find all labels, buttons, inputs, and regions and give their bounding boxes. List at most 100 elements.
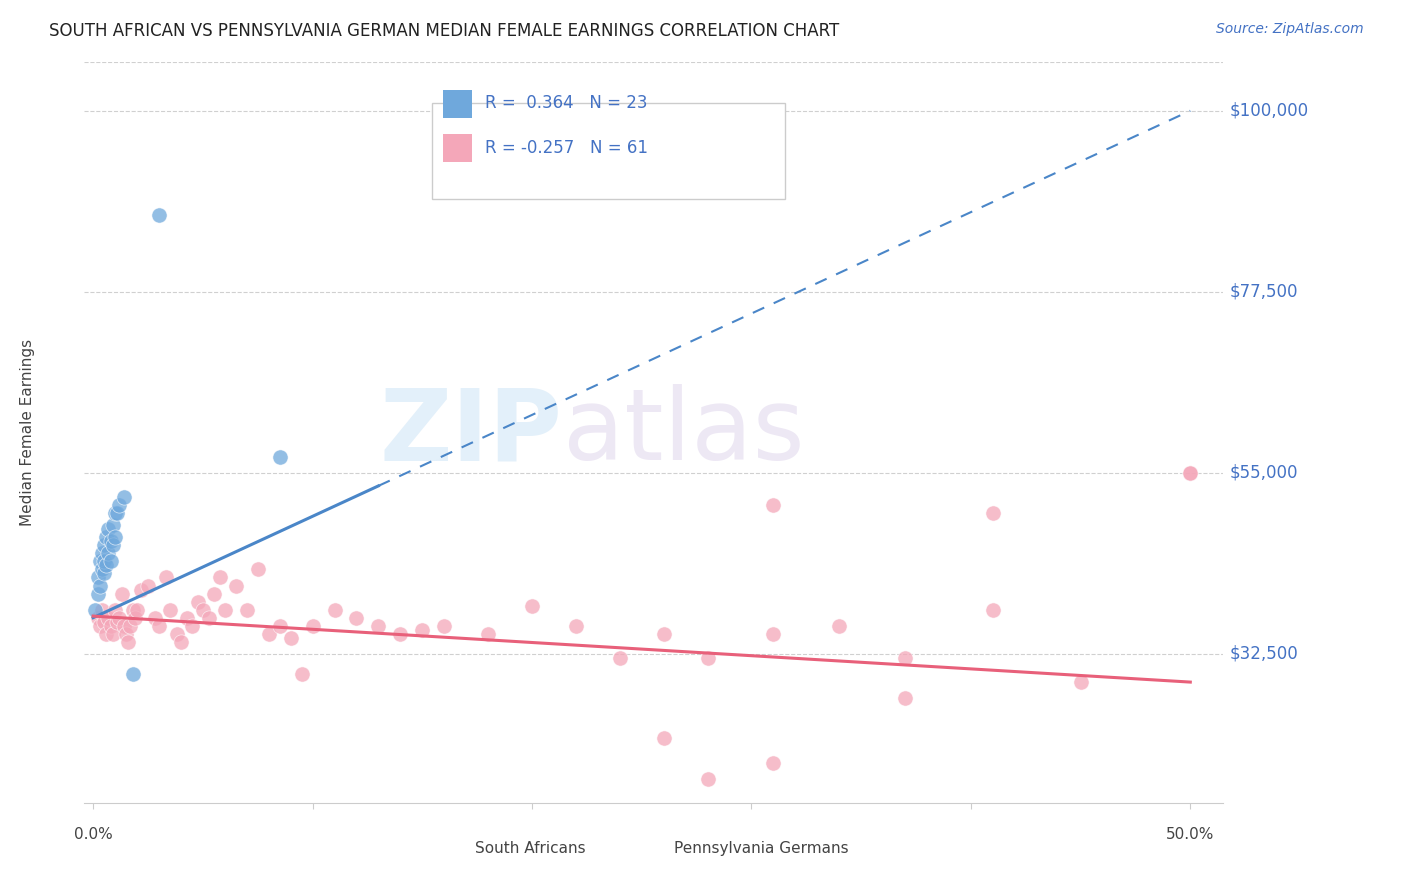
Point bbox=[101, 627, 124, 641]
Point bbox=[652, 627, 675, 641]
Point bbox=[93, 566, 115, 581]
Point bbox=[389, 627, 412, 641]
Point bbox=[1180, 466, 1202, 480]
Point bbox=[96, 558, 118, 573]
Point bbox=[97, 611, 120, 625]
Point bbox=[125, 602, 148, 616]
Point bbox=[89, 554, 111, 568]
Point bbox=[108, 611, 131, 625]
Point bbox=[148, 208, 170, 222]
Point bbox=[433, 619, 456, 633]
Text: ZIP: ZIP bbox=[380, 384, 562, 481]
Point bbox=[180, 619, 202, 633]
Point bbox=[90, 546, 112, 560]
Text: Pennsylvania Germans: Pennsylvania Germans bbox=[675, 841, 849, 856]
Point bbox=[411, 623, 433, 637]
Point bbox=[93, 538, 115, 552]
Point bbox=[121, 667, 143, 681]
Point bbox=[291, 667, 314, 681]
Point bbox=[90, 562, 112, 576]
Point bbox=[100, 619, 122, 633]
Point bbox=[115, 627, 138, 641]
Point bbox=[111, 586, 134, 600]
Text: R =  0.364   N = 23: R = 0.364 N = 23 bbox=[485, 95, 648, 112]
Point bbox=[198, 611, 221, 625]
Point bbox=[280, 631, 302, 645]
Point bbox=[86, 611, 108, 625]
Point bbox=[124, 611, 146, 625]
Point bbox=[170, 635, 193, 649]
Text: Source: ZipAtlas.com: Source: ZipAtlas.com bbox=[1216, 22, 1364, 37]
Text: 50.0%: 50.0% bbox=[1166, 827, 1215, 842]
FancyBboxPatch shape bbox=[443, 135, 471, 162]
Point bbox=[121, 602, 143, 616]
Point bbox=[1180, 466, 1202, 480]
Point bbox=[108, 498, 131, 512]
Text: Median Female Earnings: Median Female Earnings bbox=[20, 339, 35, 526]
Text: $100,000: $100,000 bbox=[1230, 102, 1309, 120]
Point bbox=[202, 586, 225, 600]
Point bbox=[101, 538, 124, 552]
Point bbox=[90, 602, 112, 616]
Point bbox=[131, 582, 153, 597]
Point bbox=[89, 619, 111, 633]
Point bbox=[100, 534, 122, 549]
Point bbox=[86, 570, 108, 584]
Text: 0.0%: 0.0% bbox=[73, 827, 112, 842]
Point bbox=[1070, 675, 1092, 690]
Point bbox=[894, 691, 917, 706]
Point bbox=[166, 627, 188, 641]
Point bbox=[894, 651, 917, 665]
Text: atlas: atlas bbox=[562, 384, 804, 481]
Point bbox=[520, 599, 543, 613]
Point bbox=[159, 602, 181, 616]
Point bbox=[762, 627, 785, 641]
Point bbox=[477, 627, 499, 641]
Point bbox=[235, 602, 257, 616]
Point bbox=[148, 619, 170, 633]
Point bbox=[100, 554, 122, 568]
Text: South Africans: South Africans bbox=[475, 841, 586, 856]
Point bbox=[209, 570, 232, 584]
Point bbox=[609, 651, 631, 665]
Point bbox=[246, 562, 269, 576]
Text: $55,000: $55,000 bbox=[1230, 464, 1298, 482]
Point bbox=[96, 627, 118, 641]
Point bbox=[105, 506, 128, 520]
Point bbox=[565, 619, 588, 633]
Point bbox=[301, 619, 323, 633]
Text: $32,500: $32,500 bbox=[1230, 645, 1299, 663]
Text: R = -0.257   N = 61: R = -0.257 N = 61 bbox=[485, 138, 648, 157]
Point bbox=[214, 602, 236, 616]
FancyBboxPatch shape bbox=[643, 838, 668, 860]
Point bbox=[155, 570, 177, 584]
Text: SOUTH AFRICAN VS PENNSYLVANIA GERMAN MEDIAN FEMALE EARNINGS CORRELATION CHART: SOUTH AFRICAN VS PENNSYLVANIA GERMAN MED… bbox=[49, 22, 839, 40]
Point bbox=[269, 450, 291, 464]
Point bbox=[112, 490, 135, 504]
Point bbox=[269, 619, 291, 633]
Point bbox=[96, 530, 118, 544]
Point bbox=[762, 498, 785, 512]
Point bbox=[367, 619, 389, 633]
Point bbox=[187, 594, 209, 608]
Point bbox=[101, 518, 124, 533]
Point bbox=[104, 530, 127, 544]
Point bbox=[117, 635, 139, 649]
Point bbox=[84, 602, 107, 616]
Point bbox=[257, 627, 280, 641]
Point bbox=[97, 522, 120, 536]
Point bbox=[191, 602, 214, 616]
Point bbox=[136, 578, 159, 592]
Point bbox=[120, 619, 142, 633]
FancyBboxPatch shape bbox=[443, 90, 471, 118]
Point bbox=[93, 554, 115, 568]
Point bbox=[86, 586, 108, 600]
Point bbox=[696, 651, 718, 665]
Point bbox=[97, 546, 120, 560]
FancyBboxPatch shape bbox=[432, 103, 785, 200]
Point bbox=[762, 756, 785, 770]
Point bbox=[652, 731, 675, 746]
Point bbox=[89, 578, 111, 592]
Point bbox=[828, 619, 851, 633]
Point bbox=[143, 611, 166, 625]
